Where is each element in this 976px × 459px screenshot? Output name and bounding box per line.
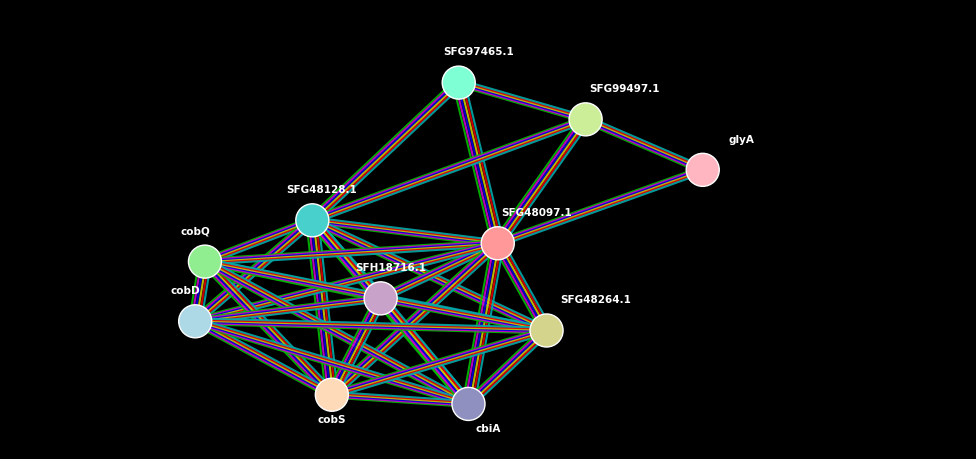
Text: SFG99497.1: SFG99497.1 <box>590 84 660 94</box>
Text: SFG97465.1: SFG97465.1 <box>443 47 513 57</box>
Ellipse shape <box>179 305 212 338</box>
Text: cobD: cobD <box>171 286 200 296</box>
Text: cbiA: cbiA <box>475 424 501 434</box>
Ellipse shape <box>364 282 397 315</box>
Text: glyA: glyA <box>729 134 754 145</box>
Text: SFG48264.1: SFG48264.1 <box>560 295 630 305</box>
Ellipse shape <box>296 204 329 237</box>
Text: SFH18716.1: SFH18716.1 <box>355 263 426 273</box>
Ellipse shape <box>686 153 719 186</box>
Text: cobS: cobS <box>317 414 346 425</box>
Text: SFG48128.1: SFG48128.1 <box>287 185 357 195</box>
Ellipse shape <box>569 103 602 136</box>
Ellipse shape <box>481 227 514 260</box>
Ellipse shape <box>452 387 485 420</box>
Ellipse shape <box>530 314 563 347</box>
Text: SFG48097.1: SFG48097.1 <box>502 208 572 218</box>
Ellipse shape <box>442 66 475 99</box>
Text: cobQ: cobQ <box>181 226 210 236</box>
Ellipse shape <box>188 245 222 278</box>
Ellipse shape <box>315 378 348 411</box>
